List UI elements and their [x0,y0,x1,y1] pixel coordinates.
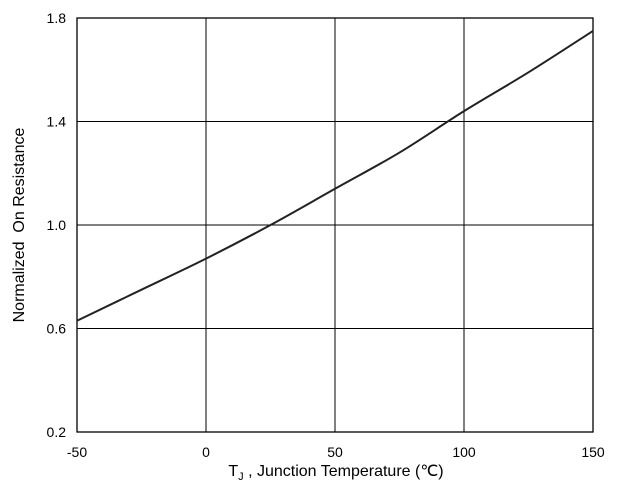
x-axis-label-symbol: T [228,463,238,480]
series-line-on-resistance [76,30,594,322]
x-tick-labels: -50 0 50 100 150 [67,444,605,460]
y-tick-labels: 0.2 0.6 1.0 1.4 1.8 [47,10,67,440]
x-axis-label-subscript: J [238,471,244,483]
x-axis-label: TJ , Junction Temperature (℃) [228,463,443,483]
y-axis-label: Normalized On Resistance [11,128,28,323]
y-tick-label: 0.2 [47,424,67,440]
y-tick-label: 0.6 [47,321,67,337]
y-tick-label: 1.0 [47,217,67,233]
plot-frame [76,17,594,433]
x-axis-label-text: , Junction Temperature (℃) [244,463,444,480]
y-tick-label: 1.4 [47,114,67,130]
x-tick-label: 150 [581,444,605,460]
x-tick-label: 50 [327,444,343,460]
x-tick-label: -50 [67,444,87,460]
x-tick-label: 100 [452,444,476,460]
x-tick-label: 0 [202,444,210,460]
y-tick-label: 1.8 [47,10,67,26]
